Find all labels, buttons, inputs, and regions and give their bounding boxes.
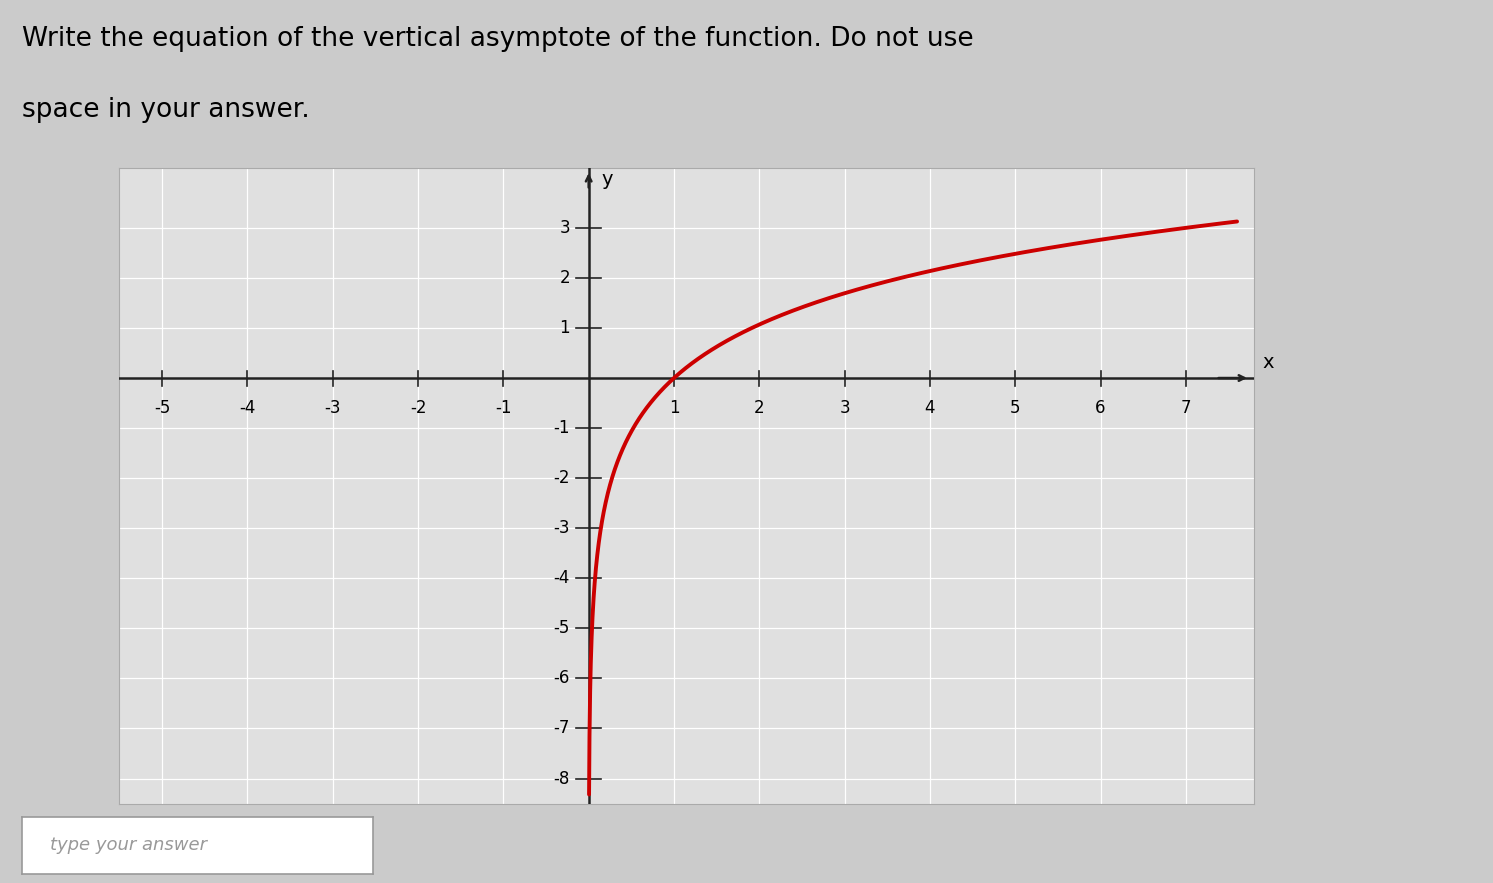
Text: -2: -2 xyxy=(409,399,427,417)
Text: y: y xyxy=(602,170,614,189)
Text: -3: -3 xyxy=(554,519,570,537)
Text: type your answer: type your answer xyxy=(51,836,208,855)
Text: -7: -7 xyxy=(554,720,570,737)
Text: 7: 7 xyxy=(1181,399,1191,417)
Text: Write the equation of the vertical asymptote of the function. Do not use: Write the equation of the vertical asymp… xyxy=(22,26,973,52)
Text: 4: 4 xyxy=(924,399,935,417)
Text: 6: 6 xyxy=(1096,399,1106,417)
Text: -8: -8 xyxy=(554,769,570,788)
Text: 1: 1 xyxy=(669,399,679,417)
Text: -2: -2 xyxy=(554,469,570,487)
Text: 2: 2 xyxy=(754,399,764,417)
Text: -4: -4 xyxy=(239,399,255,417)
Text: -5: -5 xyxy=(154,399,170,417)
Text: -6: -6 xyxy=(554,669,570,687)
Text: -1: -1 xyxy=(554,419,570,437)
Text: -3: -3 xyxy=(324,399,340,417)
Text: 1: 1 xyxy=(560,319,570,337)
Text: -1: -1 xyxy=(496,399,512,417)
Text: -4: -4 xyxy=(554,570,570,587)
Text: 3: 3 xyxy=(839,399,850,417)
Text: -5: -5 xyxy=(554,619,570,638)
Text: x: x xyxy=(1263,353,1274,372)
Text: 5: 5 xyxy=(1009,399,1021,417)
Text: 3: 3 xyxy=(560,219,570,237)
Text: 2: 2 xyxy=(560,269,570,287)
Text: space in your answer.: space in your answer. xyxy=(22,97,311,123)
